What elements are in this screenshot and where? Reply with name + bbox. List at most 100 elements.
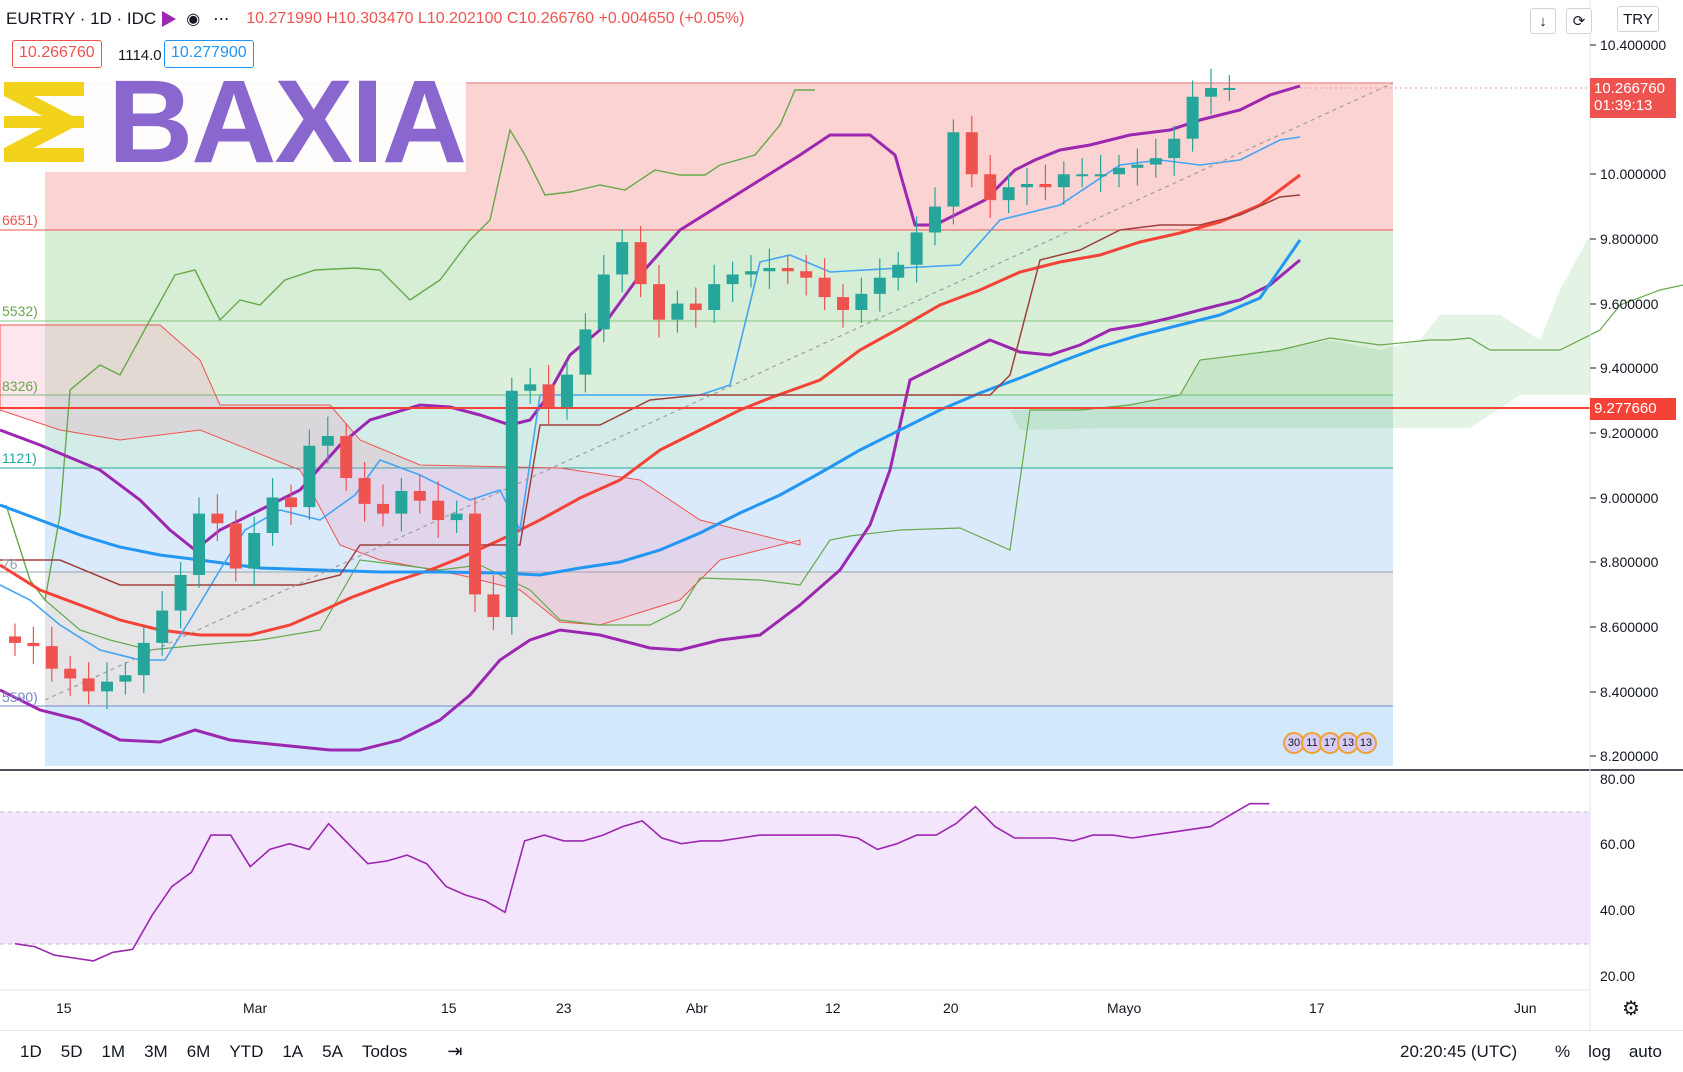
candle-body xyxy=(1223,87,1236,90)
candle-body xyxy=(726,274,739,285)
candle-body xyxy=(965,132,978,175)
candle-body xyxy=(745,271,757,275)
percent-scale-toggle[interactable]: % xyxy=(1555,1041,1571,1061)
candle-body xyxy=(82,678,95,692)
fib-label: 6651) xyxy=(2,212,38,228)
rsi-tick: 40.00 xyxy=(1600,902,1636,918)
candle-body xyxy=(469,513,481,595)
candle-body xyxy=(708,284,721,311)
candle-body xyxy=(505,390,518,618)
timeframe-1a[interactable]: 1A xyxy=(282,1041,304,1061)
price-tick: 8.800000 xyxy=(1600,554,1659,570)
eye-icon[interactable]: ◉ xyxy=(186,11,201,28)
price-tick: 8.200000 xyxy=(1600,748,1659,764)
price-tick: 10.400000 xyxy=(1600,37,1667,53)
fib-label: 5590) xyxy=(2,689,38,705)
economic-events[interactable]: 30 11 17 13 13 xyxy=(1283,732,1377,754)
price-tick: 10.000000 xyxy=(1600,166,1667,182)
event-badge[interactable]: 13 xyxy=(1355,732,1377,754)
rsi-line xyxy=(14,802,1270,962)
auto-scale-toggle[interactable]: auto xyxy=(1628,1041,1662,1061)
candle-body xyxy=(45,646,58,669)
candle-body xyxy=(873,277,886,294)
timeframe-6m[interactable]: 6M xyxy=(186,1041,211,1061)
candle-body xyxy=(266,497,279,534)
candle-body xyxy=(395,490,408,514)
settings-gear-icon[interactable]: ⚙ xyxy=(1622,998,1640,1020)
timeframe-5d[interactable]: 5D xyxy=(60,1041,83,1061)
ask-price-box[interactable]: 10.277900 xyxy=(164,40,254,68)
candle-body xyxy=(597,274,610,330)
candle-body xyxy=(229,523,242,569)
chart-header: EURTRY · 1D · IDC ◉ ⋯ 10.271990 H10.3034… xyxy=(0,0,744,38)
candle-body xyxy=(119,675,132,682)
baxia-logo: BAXIA xyxy=(0,63,467,181)
hline-price-tag: 9.277660 xyxy=(1590,398,1676,420)
flag-icon[interactable] xyxy=(162,11,177,27)
ohlc-values: 10.271990 H10.303470 L10.202100 C10.2667… xyxy=(246,10,745,27)
candle-body xyxy=(579,329,592,375)
rsi-tick: 20.00 xyxy=(1600,968,1636,984)
timeframe-5a[interactable]: 5A xyxy=(322,1041,343,1061)
candle-body xyxy=(855,293,868,311)
candle-body xyxy=(818,277,831,298)
candle-body xyxy=(321,436,334,446)
bar-countdown: 01:39:13 xyxy=(1594,97,1653,114)
timeframe-buttons: 1D 5D 1M 3M 6M YTD 1A 5A Todos xyxy=(20,1042,407,1062)
price-axis-tick-marks xyxy=(1590,44,1596,757)
rsi-tick: 80.00 xyxy=(1600,771,1636,787)
candle-body xyxy=(303,445,316,508)
timeframe-todos[interactable]: Todos xyxy=(361,1041,408,1061)
baxia-mark-icon xyxy=(4,82,84,162)
candle-body xyxy=(542,384,555,407)
moving-average-red xyxy=(0,173,1301,637)
time-tick: 15 xyxy=(56,1000,72,1016)
candle-body xyxy=(285,497,297,508)
refresh-icon[interactable]: ⟳ xyxy=(1566,8,1592,34)
goto-date-icon[interactable]: ⇥ xyxy=(447,1041,463,1061)
time-tick: Mayo xyxy=(1107,1000,1142,1016)
lagging-span-line xyxy=(5,89,815,602)
candle-body xyxy=(432,500,445,521)
candle-body xyxy=(653,284,665,320)
timeframe-1d[interactable]: 1D xyxy=(20,1041,42,1061)
candle-body xyxy=(1021,183,1033,188)
utc-clock[interactable]: 20:20:45 (UTC) xyxy=(1400,1041,1518,1061)
time-tick: Abr xyxy=(686,1000,708,1016)
candle-body xyxy=(340,436,353,479)
candle-body xyxy=(1076,174,1089,177)
currency-selector[interactable]: TRY xyxy=(1617,6,1659,32)
candle-body xyxy=(193,513,205,576)
candle-body xyxy=(156,610,169,643)
price-tick: 9.800000 xyxy=(1600,231,1659,247)
candle-body xyxy=(487,594,500,618)
timeframe-ytd[interactable]: YTD xyxy=(229,1041,264,1061)
time-tick: 23 xyxy=(556,1000,572,1016)
timeframe-3m[interactable]: 3M xyxy=(144,1041,168,1061)
candle-body xyxy=(947,132,960,207)
bollinger-bands xyxy=(0,84,1301,752)
candle-body xyxy=(450,513,463,521)
price-tick: 9.400000 xyxy=(1600,360,1659,376)
time-tick: Jun xyxy=(1514,1000,1537,1016)
candle-body xyxy=(1168,138,1181,159)
candle-body xyxy=(137,642,150,676)
time-tick: 17 xyxy=(1309,1000,1325,1016)
download-icon[interactable]: ↓ xyxy=(1530,8,1556,34)
log-scale-toggle[interactable]: log xyxy=(1588,1041,1611,1061)
candle-body xyxy=(27,642,40,647)
fib-label: 8326) xyxy=(2,378,38,394)
candle-body xyxy=(763,267,776,272)
candle-body xyxy=(561,374,573,407)
volume-value: 1114.0 xyxy=(118,47,162,64)
chart-controls: ↓ ⟳ xyxy=(1530,8,1592,34)
bid-price-box[interactable]: 10.266760 xyxy=(12,40,102,68)
candle-body xyxy=(800,271,813,278)
fib-label: 1121) xyxy=(2,450,37,466)
timeframe-1m[interactable]: 1M xyxy=(101,1041,126,1061)
price-tick: 9.200000 xyxy=(1600,425,1659,441)
symbol-label[interactable]: EURTRY · 1D · IDC xyxy=(6,9,157,28)
more-options-icon[interactable]: ⋯ xyxy=(213,11,230,28)
